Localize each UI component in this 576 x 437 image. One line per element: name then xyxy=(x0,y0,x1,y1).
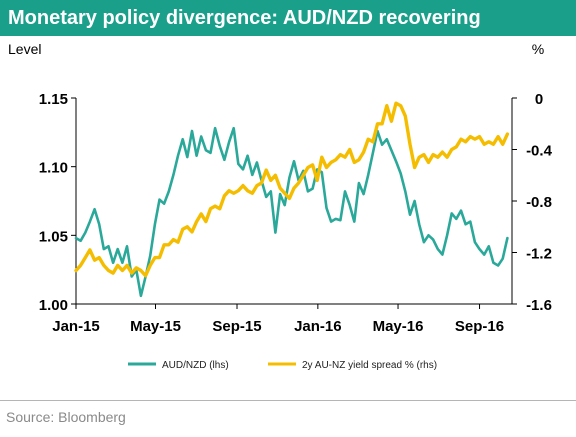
x-tick-label: May-15 xyxy=(130,318,181,335)
right-tick-label: -1.2 xyxy=(526,246,552,263)
left-tick-label: 1.15 xyxy=(39,91,68,108)
legend-label-1: AUD/NZD (lhs) xyxy=(162,360,229,371)
title-bar: Monetary policy divergence: AUD/NZD reco… xyxy=(0,0,576,36)
audnzd-series-line xyxy=(74,126,509,298)
x-tick-label: Sep-15 xyxy=(212,318,261,335)
legend-label-2: 2y AU-NZ yield spread % (rhs) xyxy=(302,360,437,371)
yield-spread-series-line xyxy=(74,101,510,278)
left-tick-label: 1.00 xyxy=(39,297,68,314)
right-axis-label: % xyxy=(532,41,544,57)
right-tick-label: 0 xyxy=(535,91,543,108)
chart-title: Monetary policy divergence: AUD/NZD reco… xyxy=(8,7,481,29)
chart-canvas: Level % 1.00 1.05 1.10 1.15 -1.6 -1.2 -0.8 -0.4 0 J… xyxy=(8,41,553,371)
source-note: Source: Bloomberg xyxy=(6,409,126,425)
x-tick-label: Sep-16 xyxy=(455,318,504,335)
x-tick-label: Jan-15 xyxy=(52,318,100,335)
source-divider xyxy=(0,400,576,401)
right-tick-label: -0.8 xyxy=(526,194,552,211)
x-tick-label: Jan-16 xyxy=(294,318,342,335)
right-tick-label: -1.6 xyxy=(526,297,552,314)
left-tick-label: 1.05 xyxy=(39,228,68,245)
left-tick-label: 1.10 xyxy=(39,160,68,177)
right-tick-label: -0.4 xyxy=(526,143,553,160)
left-axis-label: Level xyxy=(8,41,41,57)
x-tick-label: May-16 xyxy=(373,318,424,335)
